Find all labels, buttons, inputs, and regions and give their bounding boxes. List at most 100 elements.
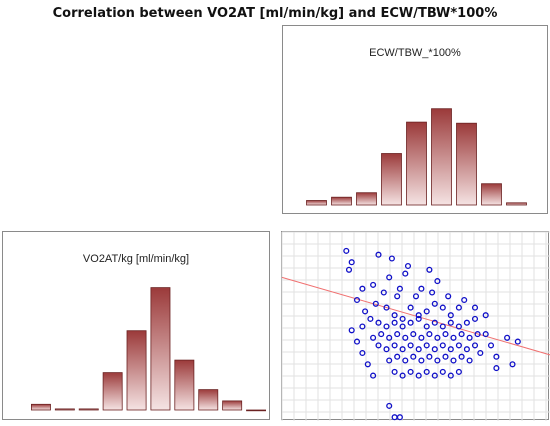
ecw-histogram-title: ECW/TBW_*100% — [369, 47, 461, 59]
histogram-bar — [331, 196, 352, 206]
scatter-point — [423, 342, 430, 349]
scatter-point — [370, 281, 377, 288]
scatter-point — [402, 334, 409, 341]
histogram-bar — [306, 200, 327, 206]
scatter-point — [442, 353, 449, 360]
scatter-point — [343, 247, 350, 254]
histogram-bar — [246, 409, 267, 412]
scatter-point — [504, 334, 511, 341]
scatter-point — [439, 368, 446, 375]
scatter-point — [455, 304, 462, 311]
scatter-point — [399, 315, 406, 322]
scatter-point — [391, 319, 398, 326]
scatter-point — [482, 331, 489, 338]
histogram-bar — [102, 372, 123, 411]
scatter-point — [482, 312, 489, 319]
scatter-point — [509, 361, 516, 368]
scatter-point — [426, 266, 433, 273]
scatter-point — [439, 342, 446, 349]
histogram-bar — [356, 192, 377, 206]
scatter-point — [388, 255, 395, 262]
scatter-point — [445, 293, 452, 300]
scatter-point — [418, 334, 425, 341]
scatter-point — [493, 353, 500, 360]
scatter-point — [378, 331, 385, 338]
scatter-point — [348, 327, 355, 334]
histogram-bar — [481, 183, 502, 206]
scatter-point — [407, 368, 414, 375]
scatter-point — [386, 274, 393, 281]
scatter-point — [404, 262, 412, 270]
scatter-point — [455, 323, 462, 330]
scatter-point — [431, 372, 438, 379]
scatter-point — [375, 342, 382, 349]
scatter-point — [386, 402, 393, 409]
scatter-point — [391, 414, 398, 421]
histogram-bar — [54, 408, 75, 411]
scatter-point — [367, 315, 374, 322]
scatter-point — [399, 372, 406, 379]
scatter-point — [359, 323, 366, 330]
scatter-point — [415, 346, 422, 353]
scatter-point — [407, 304, 414, 311]
scatter-point — [466, 334, 473, 341]
scatter-point — [415, 372, 422, 379]
scatter-point — [493, 365, 500, 372]
scatter-point — [402, 270, 409, 277]
scatter-point — [345, 266, 353, 273]
scatter-point — [447, 319, 454, 326]
scatter-point — [439, 323, 446, 330]
histogram-bar — [150, 287, 171, 411]
scatter-point — [487, 342, 495, 349]
scatter-point — [447, 372, 454, 379]
scatter-point — [386, 334, 393, 341]
scatter-point — [383, 304, 390, 311]
scatter-point — [434, 278, 441, 285]
scatter-point — [423, 323, 430, 330]
scatter-chart — [281, 231, 550, 421]
scatter-point — [429, 289, 436, 296]
scatter-point — [394, 331, 401, 338]
scatter-point — [372, 300, 379, 307]
scatter-point — [380, 289, 387, 296]
vo2at-histogram-panel: VO2AT/kg [ml/min/kg] — [2, 231, 270, 420]
scatter-point — [364, 361, 371, 368]
ecw-histogram-chart — [306, 108, 527, 206]
scatter-point — [434, 334, 441, 341]
scatter-point — [407, 342, 414, 349]
scatter-point — [391, 312, 398, 319]
scatter-point — [375, 319, 382, 326]
scatter-point — [415, 312, 422, 319]
scatter-point — [418, 357, 425, 364]
scatter-point — [426, 331, 433, 338]
scatter-point — [471, 304, 479, 311]
scatter-point — [447, 346, 454, 353]
scatter-point — [474, 331, 481, 338]
scatter-point — [418, 285, 425, 292]
scatter-point — [426, 353, 433, 360]
scatter-point — [391, 368, 398, 375]
scatter-point — [514, 338, 521, 345]
scatter-point — [353, 338, 361, 345]
histogram-bar — [198, 389, 219, 411]
scatter-point — [431, 346, 438, 353]
scatter-point — [434, 357, 441, 364]
scatter-point — [348, 259, 355, 266]
histogram-bar — [126, 330, 147, 411]
scatter-point — [375, 251, 382, 258]
scatter-point — [410, 353, 417, 360]
scatter-point — [450, 334, 457, 341]
scatter-point — [450, 357, 457, 364]
scatter-point — [383, 323, 390, 330]
scatter-point — [471, 315, 479, 322]
scatter-point — [463, 319, 470, 326]
scatter-point — [423, 308, 430, 315]
scatter-point — [402, 357, 409, 364]
main-title: Correlation between VO2AT [ml/min/kg] an… — [52, 6, 498, 21]
scatter-point — [386, 357, 393, 364]
scatter-point — [461, 296, 468, 304]
scatter-point — [394, 293, 401, 300]
histogram-bar — [222, 400, 243, 411]
histogram-bar — [406, 121, 427, 206]
scatter-point — [370, 372, 377, 379]
